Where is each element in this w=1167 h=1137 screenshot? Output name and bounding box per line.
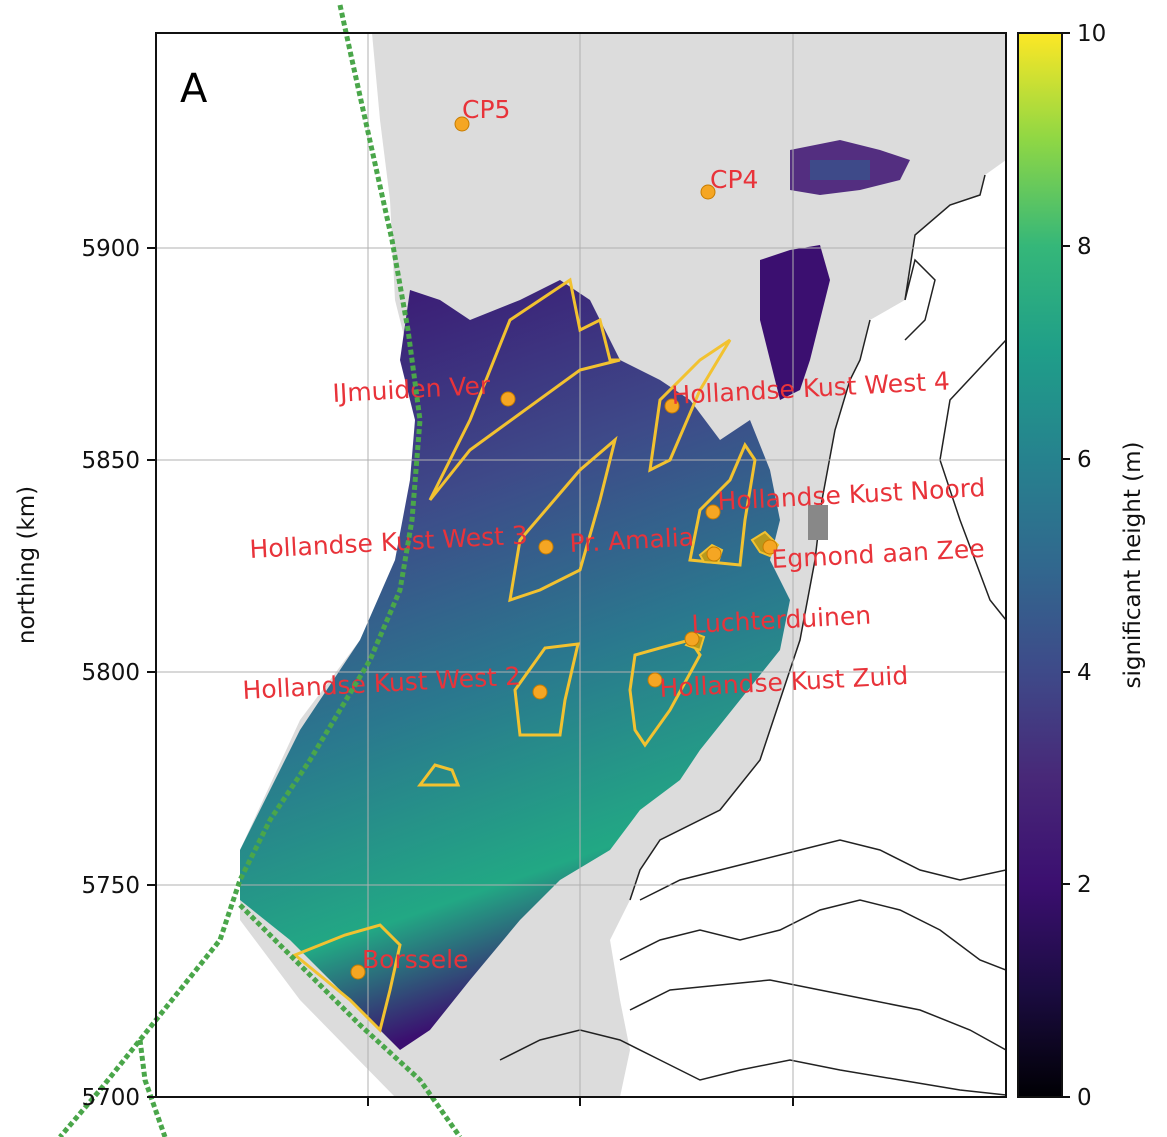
colorbar-tick-label: 6 (1077, 447, 1092, 473)
site-marker-icon (762, 539, 778, 555)
y-tick-label: 5700 (81, 1085, 140, 1111)
colorbar-title: significant height (m) (1120, 441, 1146, 688)
colorbar-tick-label: 8 (1077, 234, 1092, 260)
colorbar-tick-label: 0 (1077, 1085, 1092, 1111)
site-marker-icon (538, 539, 554, 555)
site-markers (350, 116, 778, 980)
boundary-line-south (238, 903, 463, 1137)
wave-height-patch (810, 160, 870, 180)
site-label-borssele: Borssele (362, 945, 468, 974)
outline-noord (688, 441, 757, 567)
boundary-line-north (58, 4, 423, 1137)
y-ticks (147, 247, 156, 1098)
site-marker-icon (500, 391, 516, 407)
site-label-cp4: CP4 (710, 165, 758, 194)
site-marker-icon (647, 672, 663, 688)
site-marker-icon (454, 116, 470, 132)
colorbar-gradient (1017, 32, 1063, 1098)
y-axis-title: northing (km) (14, 486, 40, 644)
colorbar-ticks (1062, 32, 1070, 1098)
site-marker-icon (706, 546, 722, 562)
colorbar-tick-label: 4 (1077, 660, 1092, 686)
y-tick-label: 5850 (81, 448, 140, 474)
wind-farm-outlines (292, 277, 757, 1033)
site-marker-icon (705, 504, 721, 520)
colorbar-tick-label: 2 (1077, 872, 1092, 898)
coastline-islands (499, 174, 1006, 1096)
outline-west-3 (508, 435, 618, 603)
site-marker-icon (684, 631, 700, 647)
outline-zuid (628, 638, 702, 748)
outline-borssele (292, 923, 402, 1033)
y-tick-label: 5800 (81, 660, 140, 686)
boundary-line-branch (137, 1039, 168, 1137)
map-area: CP5 CP4 IJmuiden Ver Hollandse Kust West… (156, 33, 1006, 1097)
y-tick-label: 5900 (81, 236, 140, 262)
panel-letter: A (180, 66, 208, 112)
outline-ijmuiden-ver (428, 277, 621, 501)
wave-height-field (240, 280, 790, 1050)
site-marker-icon (664, 398, 680, 414)
boundary-lines (58, 4, 463, 1137)
y-tick-labels: 5700 5750 5800 5850 5900 (81, 236, 140, 1111)
coastline (629, 319, 871, 901)
wave-height-field-north (760, 245, 830, 400)
site-marker-icon (532, 684, 548, 700)
outline-west-4 (648, 338, 732, 473)
site-marker-icon (350, 964, 366, 980)
site-marker-icon (700, 184, 716, 200)
outline-small (417, 763, 461, 787)
land-feature (808, 505, 828, 540)
site-label-pr-amalia: Pr. Amalia (569, 523, 695, 558)
colorbar-tick-label: 10 (1077, 21, 1106, 47)
outline-west-2 (513, 642, 580, 737)
colorbar: 0 2 4 6 8 10 significant height (m) (1017, 21, 1146, 1111)
x-ticks (367, 1097, 794, 1106)
site-label-cp5: CP5 (462, 95, 510, 124)
y-tick-label: 5750 (81, 873, 140, 899)
